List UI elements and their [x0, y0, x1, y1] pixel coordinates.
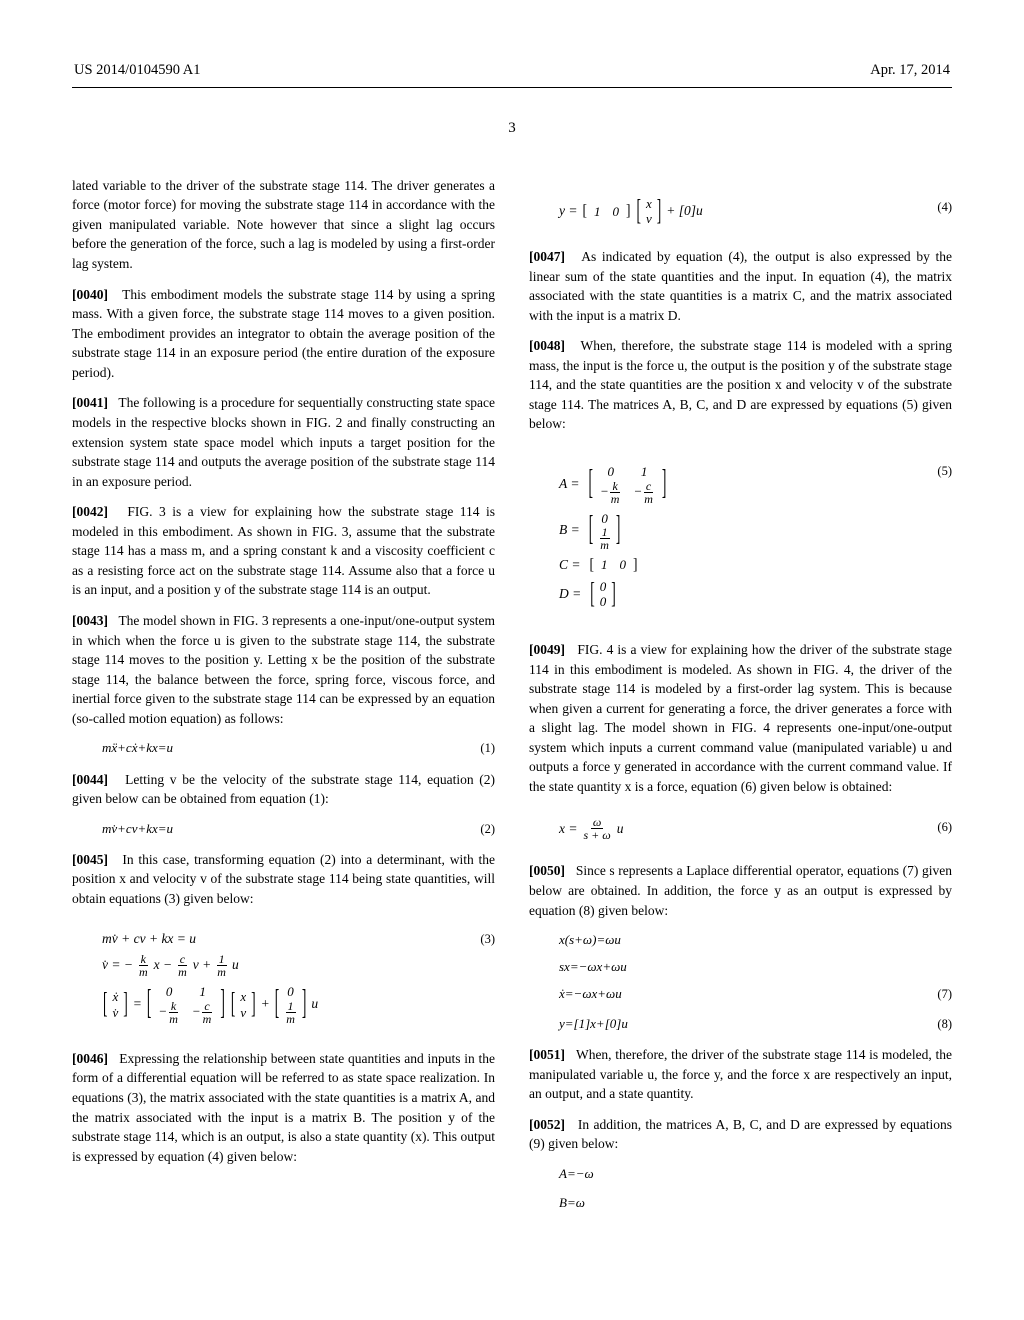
pnum-0049: [0049]	[529, 642, 565, 657]
text-0044: Letting v be the velocity of the substra…	[72, 772, 495, 807]
para-0047: [0047] As indicated by equation (4), the…	[529, 247, 952, 325]
para-0043: [0043] The model shown in FIG. 3 represe…	[72, 611, 495, 728]
para-0051: [0051] When, therefore, the driver of th…	[529, 1045, 952, 1104]
text-0048: When, therefore, the substrate stage 114…	[529, 338, 952, 431]
eq5-A: A = [ 0−km 1−cm ]	[559, 464, 918, 505]
para-0048: [0048] When, therefore, the substrate st…	[529, 336, 952, 434]
para-0040: [0040] This embodiment models the substr…	[72, 285, 495, 383]
pnum-0043: [0043]	[72, 613, 108, 628]
eq7-body: ẋ=−ωx+ωu	[529, 987, 918, 1001]
equation-8: y=[1]x+[0]u (8)	[529, 1015, 952, 1033]
pnum-0051: [0051]	[529, 1047, 565, 1062]
eq5-B: B = [01m]	[559, 511, 918, 552]
eq7-num: (7)	[918, 985, 952, 1003]
eq1-num: (1)	[461, 739, 495, 757]
eq4-num: (4)	[918, 194, 952, 216]
eq4-body: y = [10] [xv] + [0]u	[529, 194, 918, 229]
equation-3: mv̇ + cv + kx = u v̇ = − km x − cm v + 1…	[72, 926, 495, 1030]
equation-7: ẋ=−ωx+ωu (7)	[529, 985, 952, 1003]
header-rule	[72, 87, 952, 88]
left-column: lated variable to the driver of the subs…	[72, 176, 495, 1215]
text-0040: This embodiment models the substrate sta…	[72, 287, 495, 380]
pnum-0052: [0052]	[529, 1117, 565, 1132]
equation-1: mẍ+cẋ+kx=u (1)	[72, 739, 495, 757]
text-0047: As indicated by equation (4), the output…	[529, 249, 952, 323]
eq7-pre1: x(s+ω)=ωu	[529, 931, 952, 950]
pnum-0042: [0042]	[72, 504, 108, 519]
para-0050: [0050] Since s represents a Laplace diff…	[529, 861, 952, 920]
para-0041: [0041] The following is a procedure for …	[72, 393, 495, 491]
eq8-body: y=[1]x+[0]u	[529, 1017, 918, 1031]
two-column-layout: lated variable to the driver of the subs…	[72, 176, 952, 1215]
text-0050: Since s represents a Laplace differentia…	[529, 863, 952, 917]
pnum-0050: [0050]	[529, 863, 565, 878]
doc-number: US 2014/0104590 A1	[74, 60, 201, 81]
pnum-0044: [0044]	[72, 772, 108, 787]
equation-6: x = ωs + ω u (6)	[529, 814, 952, 843]
eq9a: A=−ω	[529, 1165, 952, 1184]
eq8-num: (8)	[918, 1015, 952, 1033]
eq3-num: (3)	[461, 926, 495, 948]
eq3-line1: mv̇ + cv + kx = u	[102, 932, 196, 947]
pnum-0040: [0040]	[72, 287, 108, 302]
para-0042: [0042] FIG. 3 is a view for explaining h…	[72, 502, 495, 600]
eq2-num: (2)	[461, 820, 495, 838]
text-0052: In addition, the matrices A, B, C, and D…	[529, 1117, 952, 1152]
right-column: y = [10] [xv] + [0]u (4) [0047] As indic…	[529, 176, 952, 1215]
text-0049: FIG. 4 is a view for explaining how the …	[529, 642, 952, 794]
para-0052: [0052] In addition, the matrices A, B, C…	[529, 1115, 952, 1154]
para-0044: [0044] Letting v be the velocity of the …	[72, 770, 495, 809]
eq3-line2: v̇ = − km x − cm v + 1m u	[102, 953, 461, 978]
page-number: 3	[72, 118, 952, 140]
eq6-num: (6)	[918, 814, 952, 836]
equation-2: mv̇+cv+kx=u (2)	[72, 820, 495, 838]
text-0041: The following is a procedure for sequent…	[72, 395, 495, 488]
eq5-D: D = [00]	[559, 579, 918, 610]
equation-5: A = [ 0−km 1−cm ] B = [01m] C = [10]	[529, 458, 952, 616]
eq5-body: A = [ 0−km 1−cm ] B = [01m] C = [10]	[529, 458, 918, 616]
equation-4: y = [10] [xv] + [0]u (4)	[529, 194, 952, 229]
eq5-num: (5)	[918, 458, 952, 480]
para-0045: [0045] In this case, transforming equati…	[72, 850, 495, 909]
text-0046: Expressing the relationship between stat…	[72, 1051, 495, 1164]
intro-text: lated variable to the driver of the subs…	[72, 178, 495, 271]
eq7-pre2: sx=−ωx+ωu	[529, 958, 952, 977]
pnum-0045: [0045]	[72, 852, 108, 867]
text-0045: In this case, transforming equation (2) …	[72, 852, 495, 906]
pnum-0046: [0046]	[72, 1051, 108, 1066]
para-0046: [0046] Expressing the relationship betwe…	[72, 1049, 495, 1166]
para-0049: [0049] FIG. 4 is a view for explaining h…	[529, 640, 952, 797]
text-0043: The model shown in FIG. 3 represents a o…	[72, 613, 495, 726]
text-0042: FIG. 3 is a view for explaining how the …	[72, 504, 495, 597]
eq1-body: mẍ+cẋ+kx=u	[72, 741, 461, 755]
eq2-body: mv̇+cv+kx=u	[72, 822, 461, 836]
text-0051: When, therefore, the driver of the subst…	[529, 1047, 952, 1101]
eq5-C: C = [10]	[559, 557, 918, 573]
eq3-line3: [ẋv̇] = [ 0−km 1−cm ] [xv] + [01m] u	[102, 984, 461, 1025]
para-intro: lated variable to the driver of the subs…	[72, 176, 495, 274]
pnum-0048: [0048]	[529, 338, 565, 353]
pnum-0047: [0047]	[529, 249, 565, 264]
eq3-body: mv̇ + cv + kx = u v̇ = − km x − cm v + 1…	[72, 926, 461, 1030]
eq6-body: x = ωs + ω u	[529, 814, 918, 843]
page-header: US 2014/0104590 A1 Apr. 17, 2014	[72, 60, 952, 81]
eq9b: B=ω	[529, 1194, 952, 1213]
pnum-0041: [0041]	[72, 395, 108, 410]
doc-date: Apr. 17, 2014	[870, 60, 950, 81]
